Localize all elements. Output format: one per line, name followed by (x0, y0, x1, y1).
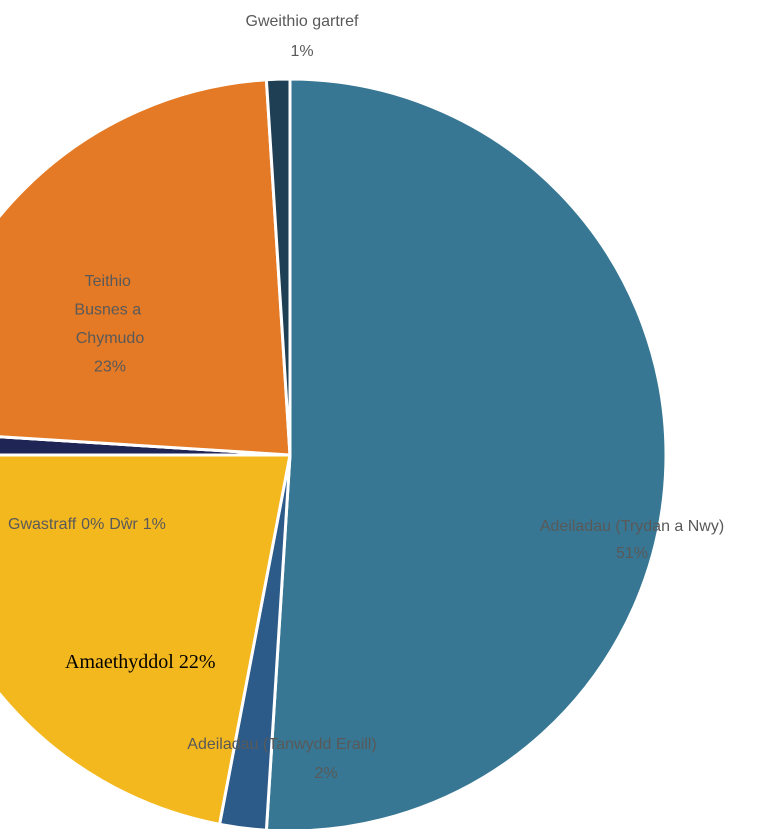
pie-slice (0, 453, 292, 826)
slice-value-label: 51% (616, 545, 648, 562)
pie-slice (264, 77, 292, 457)
slice-label: Gweithio gartref (246, 13, 359, 30)
slice-name: Amaethyddol (65, 651, 174, 673)
pie-slice (264, 77, 668, 829)
label-line: Busnes a (74, 302, 145, 319)
slice-label: Adeiladau (Trydan a Nwy) (540, 518, 724, 535)
slice-label: Teithio Busnes a Chymudo (74, 273, 145, 347)
slice-label: Gwastraff 0% Dŵr 1% (8, 516, 166, 533)
slice-value-label: 22% (179, 651, 216, 673)
slice-value-label: 1% (143, 516, 166, 533)
slice-value-label: 1% (290, 43, 313, 60)
label-line: Teithio (85, 273, 136, 290)
slice-name: Gwastraff (8, 516, 77, 533)
label-line: Chymudo (76, 330, 145, 347)
slice-label: Adeiladau (Tanwydd Eraill) (187, 736, 376, 753)
slice-value-label: 2% (314, 765, 337, 782)
slice-label: Amaethyddol 22% (65, 651, 216, 673)
slice-value-label: 0% (81, 516, 104, 533)
pie-slice (0, 78, 292, 457)
slice-value-label: 23% (94, 359, 126, 376)
slice-name: Dŵr (109, 516, 138, 533)
